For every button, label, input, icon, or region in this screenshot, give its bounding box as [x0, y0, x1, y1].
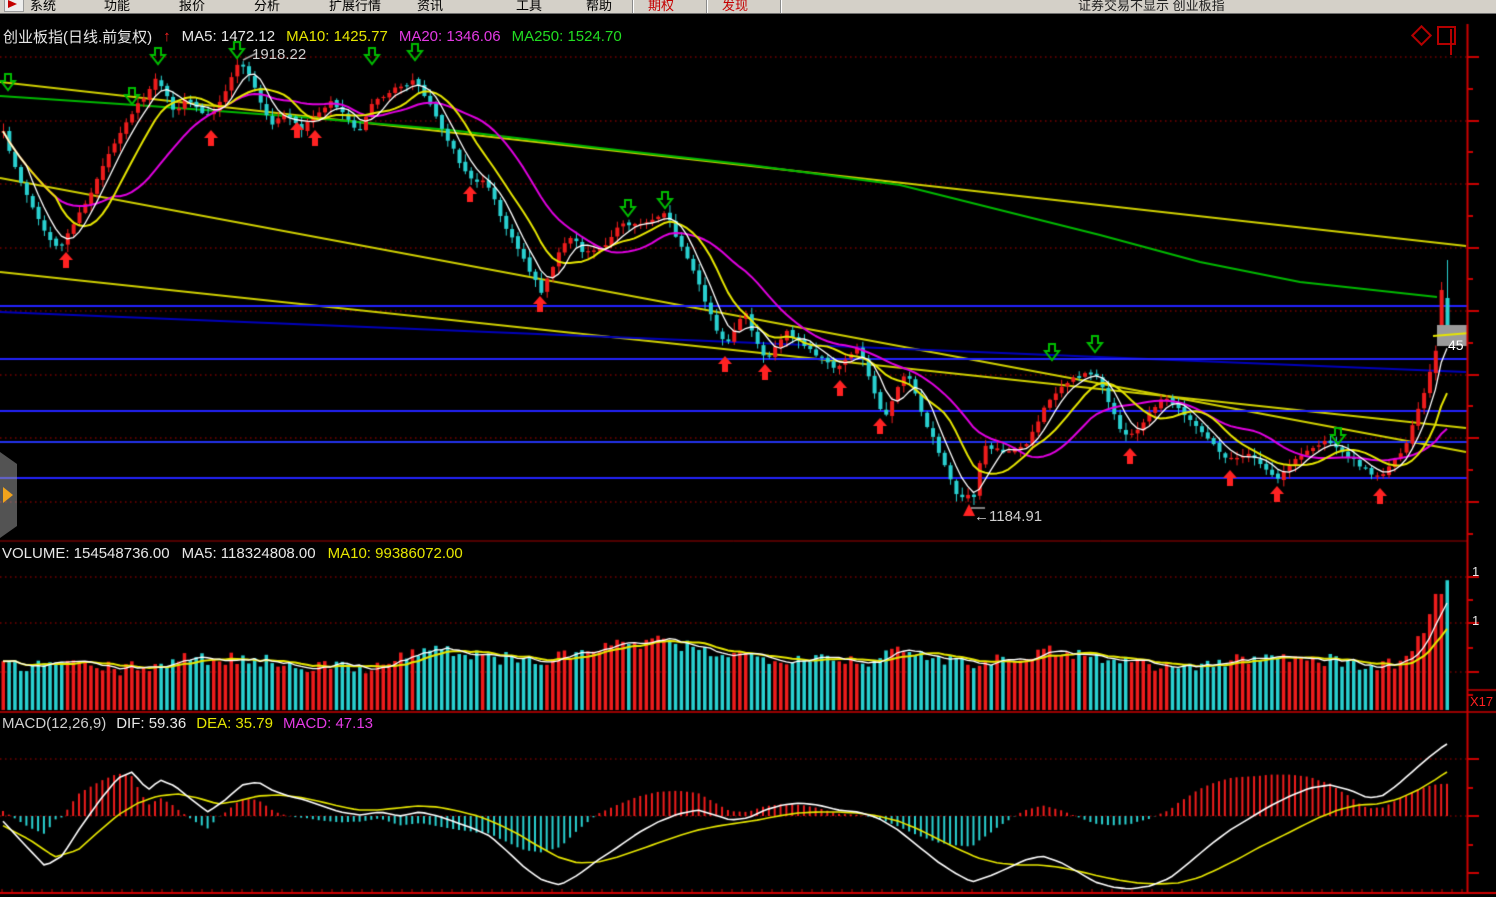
- menu-help[interactable]: 帮助: [586, 0, 613, 13]
- menu-quote[interactable]: 报价: [179, 0, 206, 13]
- diamond-icon[interactable]: [1410, 24, 1433, 47]
- menu-discover[interactable]: 发现: [722, 0, 749, 13]
- window-icon[interactable]: [1437, 26, 1456, 55]
- menu-separator: [632, 0, 633, 13]
- menu-extended-quote[interactable]: 扩展行情: [329, 0, 382, 13]
- app-logo-icon: [4, 0, 24, 12]
- menu-options[interactable]: 期权: [648, 0, 675, 13]
- menu-status-text: 证券交易不显示 创业板指: [1078, 0, 1225, 13]
- menu-tools[interactable]: 工具: [516, 0, 543, 13]
- expand-arrow-icon: [3, 487, 13, 503]
- menu-separator: [780, 0, 781, 13]
- corner-icons: [1410, 24, 1456, 55]
- menu-system[interactable]: 系统: [30, 0, 57, 13]
- menu-function[interactable]: 功能: [104, 0, 131, 13]
- menu-separator: [706, 0, 707, 13]
- menu-bar: 系统 功能 报价 分析 扩展行情 资讯 工具 帮助 期权 发现 证券交易不显示 …: [0, 0, 1496, 14]
- menu-analysis[interactable]: 分析: [254, 0, 281, 13]
- panel-expand-handle[interactable]: [0, 452, 17, 538]
- menu-news[interactable]: 资讯: [417, 0, 444, 13]
